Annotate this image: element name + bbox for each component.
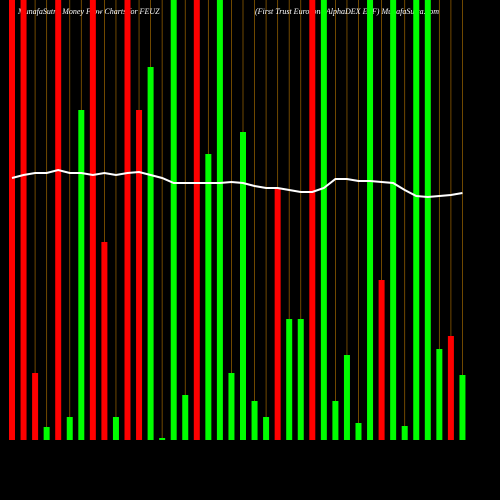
bar bbox=[124, 0, 131, 440]
bar bbox=[159, 438, 166, 440]
bar bbox=[401, 426, 408, 440]
bar bbox=[136, 110, 143, 440]
bar bbox=[274, 188, 281, 440]
bar bbox=[9, 0, 15, 440]
bar bbox=[413, 0, 420, 440]
bar bbox=[216, 0, 223, 440]
bar bbox=[205, 154, 212, 440]
flow-line bbox=[11, 168, 463, 199]
bar bbox=[43, 427, 50, 440]
bar bbox=[343, 355, 350, 440]
bar bbox=[367, 0, 374, 440]
bar bbox=[78, 110, 85, 440]
bar bbox=[193, 0, 200, 440]
bar bbox=[20, 0, 27, 440]
bar bbox=[309, 0, 316, 440]
bar bbox=[182, 395, 189, 440]
bar bbox=[66, 417, 73, 440]
bar bbox=[240, 132, 246, 440]
bar bbox=[447, 336, 454, 440]
bar bbox=[228, 373, 235, 440]
bar bbox=[147, 67, 154, 440]
bar bbox=[390, 0, 397, 440]
bar bbox=[297, 319, 304, 440]
bar bbox=[55, 0, 62, 440]
bar bbox=[355, 423, 362, 440]
bar bbox=[251, 401, 258, 440]
bar bbox=[32, 373, 39, 440]
bar bbox=[320, 0, 327, 440]
chart-title: MunafaSutra Money Flow Charts for FEUZ bbox=[17, 7, 160, 16]
bar bbox=[101, 242, 108, 440]
bar bbox=[286, 319, 293, 440]
bar bbox=[332, 401, 339, 440]
chart-subtitle: (First Trust Eurozone AlphaDEX ETF) Muna… bbox=[255, 7, 439, 16]
bar bbox=[112, 417, 119, 440]
bar bbox=[170, 0, 177, 440]
bar bbox=[459, 375, 466, 440]
bar bbox=[436, 349, 443, 440]
bar bbox=[89, 0, 96, 440]
bar bbox=[263, 417, 270, 440]
bar bbox=[424, 0, 431, 440]
bar bbox=[378, 280, 385, 440]
